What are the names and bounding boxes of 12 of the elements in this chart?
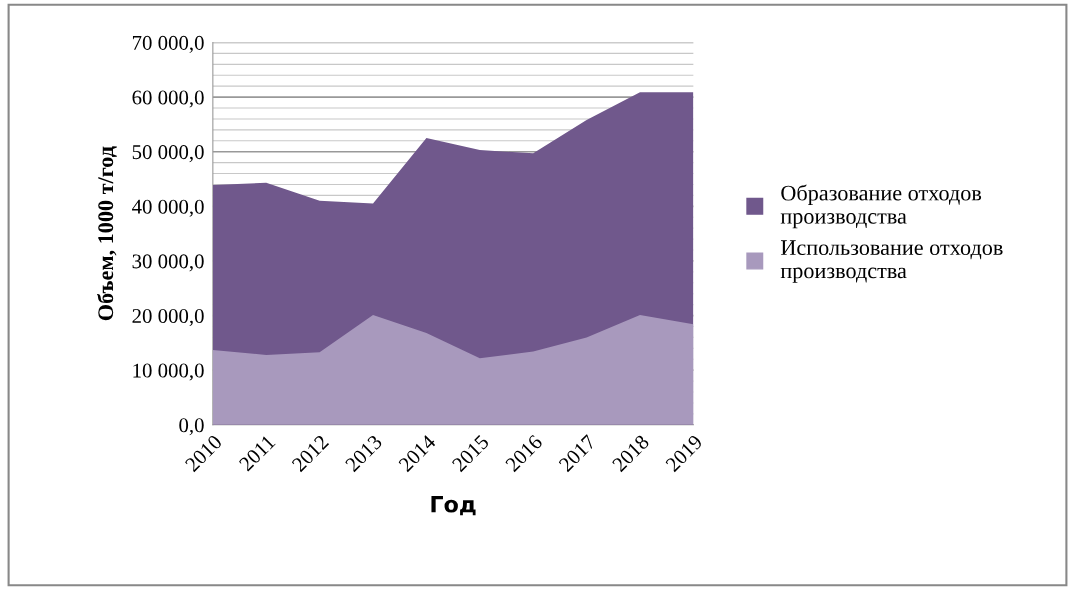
legend-label: Использование отходов производства xyxy=(780,240,1003,283)
y-axis-title: Объем, 1000 т/год xyxy=(97,146,117,321)
y-tick-label: 20 000,0 xyxy=(132,308,204,326)
y-tick-label: 30 000,0 xyxy=(132,254,204,272)
legend-label: Образование отходов производства xyxy=(780,184,982,229)
y-tick-label: 70 000,0 xyxy=(132,35,204,53)
y-tick-label: 10 000,0 xyxy=(133,363,204,381)
y-tick-label: 50 000,0 xyxy=(132,145,204,163)
y-tick-label: 0,0 xyxy=(179,418,204,436)
y-tick-label: 60 000,0 xyxy=(132,90,204,108)
y-tick-label: 40 000,0 xyxy=(132,199,204,217)
x-axis-title: Год xyxy=(431,496,476,516)
